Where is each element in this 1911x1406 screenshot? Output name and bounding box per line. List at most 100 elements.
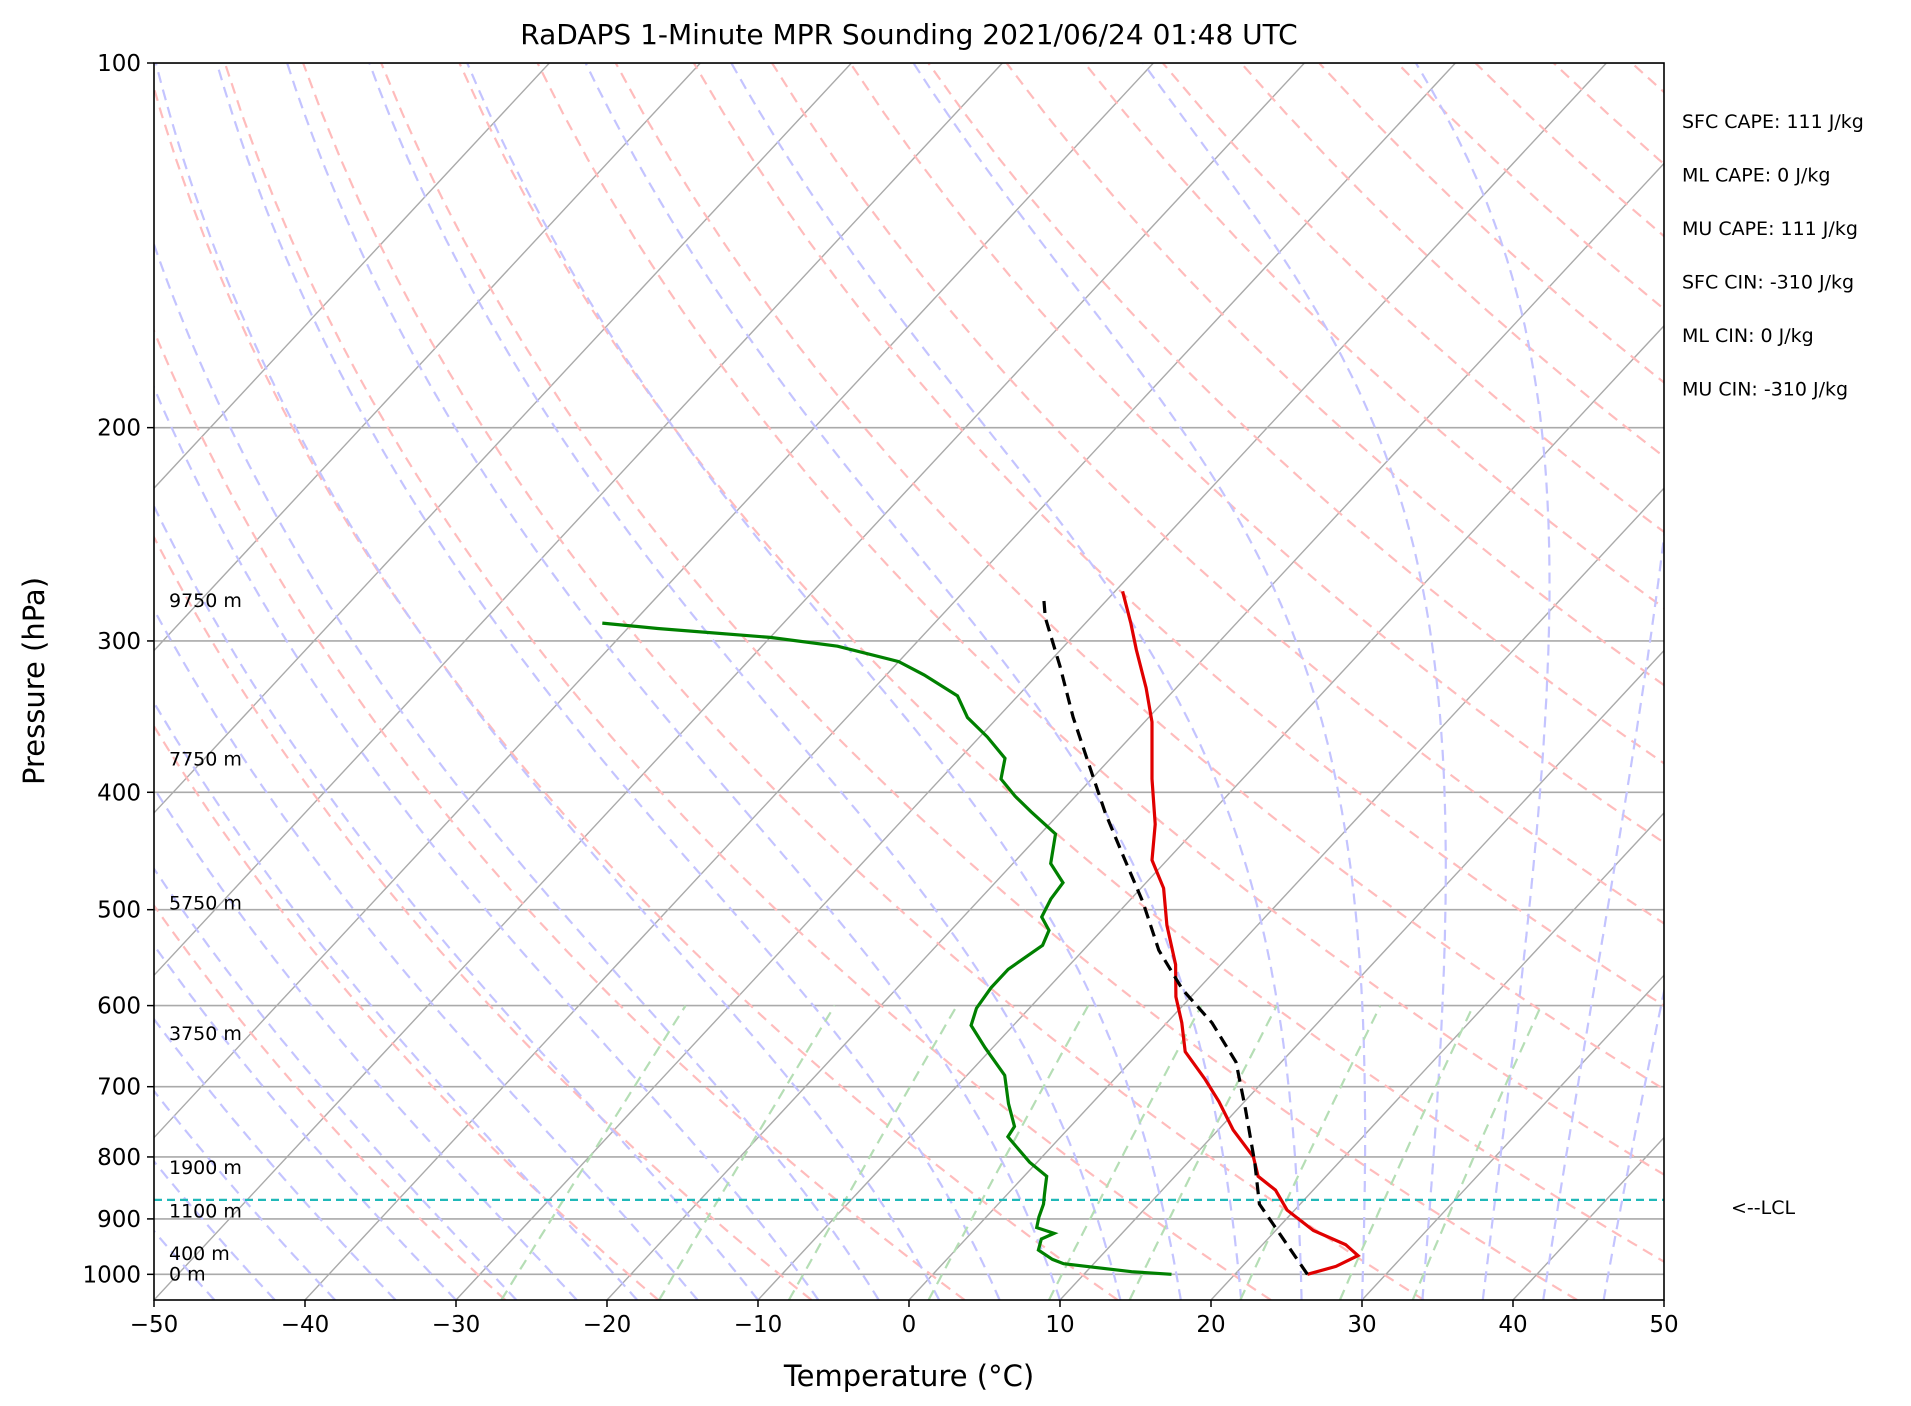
dry-adiabat-line	[380, 63, 1578, 1300]
height-label: 0 m	[169, 1263, 206, 1285]
dry-adiabat-line	[302, 63, 1425, 1300]
y-axis-ticks: 100 200 300 400 500 600 700 800 900 1000	[82, 51, 154, 1288]
y-tick-label: 600	[97, 994, 141, 1020]
x-tick-label: −10	[734, 1312, 783, 1338]
x-tick-label: −50	[130, 1312, 179, 1338]
dry-adiabats	[154, 63, 1664, 1300]
height-label: 9750 m	[169, 590, 242, 612]
isotherm-line	[154, 63, 1003, 977]
moist-adiabat-line	[1542, 527, 1664, 1300]
y-tick-label: 200	[97, 416, 141, 442]
y-tick-label: 100	[97, 51, 141, 77]
x-axis-label: Temperature (°C)	[783, 1359, 1034, 1393]
moist-adiabat-line	[286, 63, 1062, 1300]
mixing-ratio-line	[1338, 1005, 1475, 1300]
sounding-series	[602, 590, 1361, 1276]
moist-adiabat-line	[154, 1017, 397, 1300]
dry-adiabat-line	[1005, 63, 1664, 687]
x-tick-label: 50	[1649, 1312, 1678, 1338]
isotherm-line	[304, 63, 1456, 1300]
x-tick-label: 0	[902, 1312, 917, 1338]
dewpoint-profile-line	[602, 621, 1172, 1276]
isotherm-line	[154, 63, 1305, 1300]
x-tick-label: −40	[281, 1312, 330, 1338]
parcel-profile-line	[1041, 595, 1309, 1276]
moist-adiabat-line	[154, 384, 820, 1300]
dry-adiabat-line	[154, 534, 813, 1300]
moist-adiabat-line	[154, 866, 518, 1300]
isotherm-line	[606, 162, 1664, 1300]
mixing-ratio-line	[658, 1005, 836, 1300]
x-tick-label: 40	[1498, 1312, 1527, 1338]
y-tick-label: 400	[97, 780, 141, 806]
mixing-ratio-line	[1128, 1005, 1278, 1300]
isotherm-line	[1059, 649, 1664, 1300]
moist-adiabat-line	[154, 241, 880, 1300]
moist-adiabat-line	[1142, 63, 1447, 1300]
dry-adiabat-line	[771, 63, 1664, 925]
moist-adiabat-line	[154, 700, 639, 1300]
dry-adiabat-line	[458, 63, 1664, 1263]
mixing-ratio-lines	[500, 1005, 1543, 1300]
y-tick-label: 800	[97, 1145, 141, 1171]
x-tick-label: 20	[1196, 1312, 1225, 1338]
x-tick-label: −20	[583, 1312, 632, 1338]
stability-index-label: MU CIN: -310 J/kg	[1682, 379, 1848, 401]
moist-adiabat-line	[912, 63, 1367, 1300]
isotherm-line	[757, 324, 1664, 1300]
height-label: 3750 m	[169, 1023, 242, 1045]
isotherm-line	[1361, 974, 1664, 1300]
isotherm-grid	[154, 63, 1664, 1300]
mixing-ratio-line	[1239, 1005, 1382, 1300]
moist-adiabat-line	[466, 63, 1182, 1300]
dry-adiabat-line	[154, 724, 660, 1300]
moist-adiabat-line	[154, 786, 578, 1300]
dry-adiabat-line	[223, 63, 1272, 1300]
y-tick-label: 500	[97, 898, 141, 924]
dry-adiabat-line	[536, 63, 1664, 1176]
height-label: 1100 m	[169, 1200, 242, 1222]
stability-index-label: ML CIN: 0 J/kg	[1682, 325, 1814, 347]
mixing-ratio-line	[787, 1005, 958, 1300]
dry-adiabat-line	[154, 84, 1119, 1300]
moist-adiabat-line	[154, 1089, 336, 1300]
mixing-ratio-line	[927, 1005, 1090, 1300]
y-axis-label: Pressure (hPa)	[17, 577, 51, 785]
height-label: 1900 m	[169, 1157, 242, 1179]
moist-adiabat-line	[154, 943, 457, 1300]
moist-adiabat-line	[154, 503, 759, 1300]
dry-adiabat-line	[849, 63, 1664, 844]
y-tick-label: 1000	[82, 1262, 141, 1288]
stability-index-label: ML CAPE: 0 J/kg	[1682, 165, 1830, 187]
mixing-ratio-line	[1411, 1005, 1543, 1300]
isotherm-line	[154, 63, 1154, 1139]
stability-index-label: SFC CIN: -310 J/kg	[1682, 272, 1854, 294]
moist-adiabat-line	[154, 63, 941, 1300]
height-label: 400 m	[169, 1243, 230, 1265]
isotherm-line	[154, 63, 701, 652]
x-tick-label: −30	[432, 1312, 481, 1338]
stability-index-label: SFC CAPE: 111 J/kg	[1682, 111, 1864, 133]
stability-indices: SFC CAPE: 111 J/kg ML CAPE: 0 J/kg MU CAPE…	[1682, 111, 1864, 401]
moist-adiabats	[154, 63, 1664, 1300]
dry-adiabat-line	[614, 63, 1664, 1091]
moist-adiabat-line	[730, 63, 1303, 1300]
moist-adiabat-line	[154, 1159, 276, 1300]
moist-adiabat-line	[154, 607, 699, 1300]
temperature-profile-line	[1121, 590, 1361, 1276]
lcl-label: <--LCL	[1731, 1197, 1795, 1219]
isotherm-line	[455, 63, 1607, 1300]
isotherm-line	[1210, 811, 1664, 1300]
moist-adiabat-line	[368, 63, 1122, 1300]
stability-index-label: MU CAPE: 111 J/kg	[1682, 218, 1858, 240]
mixing-ratio-line	[500, 1005, 687, 1300]
moist-adiabat-line	[584, 63, 1243, 1300]
mixing-ratio-line	[1048, 1005, 1203, 1300]
height-label: 7750 m	[169, 749, 242, 771]
y-tick-label: 300	[97, 629, 141, 655]
isotherm-line	[908, 487, 1664, 1300]
chart-title: RaDAPS 1-Minute MPR Sounding 2021/06/24 …	[520, 18, 1297, 51]
